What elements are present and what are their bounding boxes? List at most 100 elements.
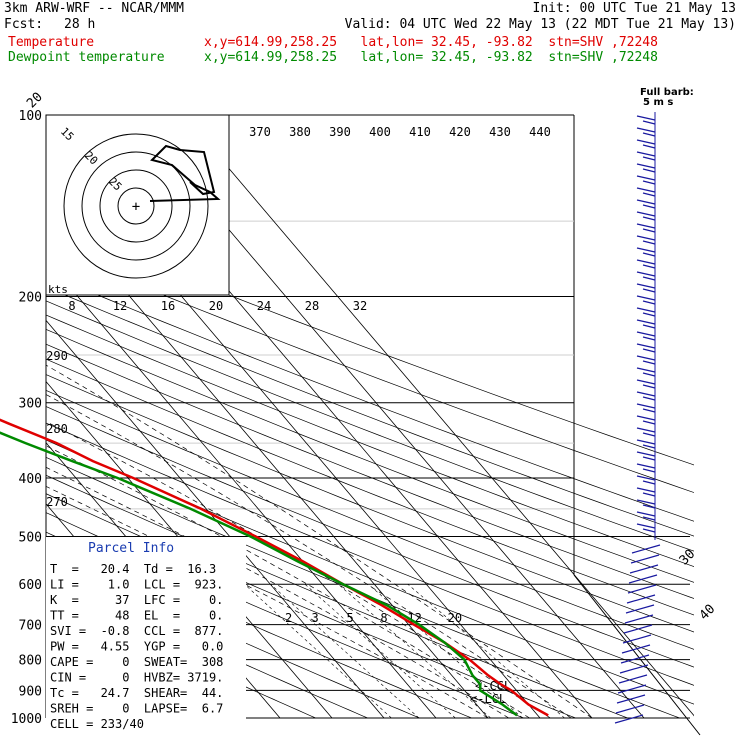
wind-barb (627, 584, 657, 594)
wind-barb (642, 516, 656, 521)
hodograph-unit: kts (48, 283, 68, 296)
wind-barb (636, 259, 656, 265)
wind-barb (636, 223, 656, 229)
ccl-marker: <-CCL (475, 679, 511, 693)
wind-barb (636, 235, 656, 241)
wind-barb (636, 439, 656, 445)
wind-barb (642, 156, 656, 161)
mixing-ratio-line (338, 583, 491, 718)
wind-barb (642, 456, 656, 461)
pressure-tick-label: 1000 (11, 712, 42, 727)
wind-barb (642, 408, 656, 413)
wind-barb (642, 276, 656, 281)
wind-barb (642, 360, 656, 365)
pressure-tick-label: 200 (19, 291, 42, 306)
mixing-ratio-label: 20 (448, 611, 462, 625)
wind-barb (624, 614, 654, 624)
moist-adiabat (46, 394, 572, 718)
dry-adiabat (46, 273, 694, 522)
dry-adiabat (46, 300, 694, 552)
speed-tick-label: 24 (257, 299, 271, 313)
temperature-location: x,y=614.99,258.25 lat,lon= 32.45, -93.82… (204, 35, 658, 50)
wind-barb (625, 604, 655, 614)
wind-barb (642, 372, 656, 377)
dry-adiabat (46, 246, 694, 493)
dry-adiabat (46, 389, 694, 650)
parcel-info-row: TT = 48 EL = 0. (50, 609, 223, 623)
wind-barb (622, 634, 652, 644)
moist-adiabat (46, 364, 593, 718)
wind-barb (636, 511, 656, 517)
wind-barb (642, 144, 656, 149)
wind-barb (642, 288, 656, 293)
isotherm-line (46, 258, 437, 718)
hodograph-center: + (132, 199, 140, 215)
wind-barb (636, 211, 656, 217)
moist-adiabat (46, 466, 509, 718)
moist-adiabat (46, 486, 489, 718)
wind-barb (642, 180, 656, 185)
dry-adiabat (46, 439, 694, 705)
wind-barb (630, 554, 660, 564)
wind-barb (642, 264, 656, 269)
parcel-info-row: T = 20.4 Td = 16.3 (50, 562, 216, 576)
wind-barbs (614, 112, 661, 724)
pressure-tick-label: 100 (19, 109, 42, 124)
wind-barb (642, 312, 656, 317)
dewpoint-location: x,y=614.99,258.25 lat,lon= 32.45, -93.82… (204, 50, 658, 65)
wind-barb (642, 444, 656, 449)
wind-barb (636, 391, 656, 397)
hodograph-ring (63, 133, 209, 279)
wind-barb (642, 132, 656, 137)
wind-barb (636, 163, 656, 169)
mixing-ratio-label: 3 (312, 611, 319, 625)
parcel-info-row: CIN = 0 HVBZ= 3719. (50, 671, 223, 685)
isotherm-line (0, 115, 20, 718)
theta-label: 370 (249, 125, 271, 139)
wind-barb (621, 644, 651, 654)
theta-label: 400 (369, 125, 391, 139)
speed-tick-label: 32 (353, 299, 367, 313)
wind-barb (636, 415, 656, 421)
dry-adiabat (46, 456, 681, 718)
init-time: Init: 00 UTC Tue 21 May 13 (532, 1, 737, 16)
wind-barb (615, 704, 645, 714)
wind-barb (636, 283, 656, 289)
wind-barb (642, 348, 656, 353)
wind-barb (636, 199, 656, 205)
mixing-ratio-label: 8 (380, 611, 387, 625)
wind-barb (636, 247, 656, 253)
wind-barb (636, 451, 656, 457)
wind-barb (619, 664, 649, 674)
wind-barb (642, 420, 656, 425)
wind-barb (636, 427, 656, 433)
speed-tick-label: 28 (305, 299, 319, 313)
wind-barb (636, 463, 656, 469)
hodograph-box (45, 114, 230, 296)
wind-barb (620, 654, 650, 664)
temperature-profile (0, 418, 549, 717)
wind-barb (636, 175, 656, 181)
dry-adiabat (46, 422, 694, 686)
dry-adiabat (46, 406, 694, 668)
theta-label: 420 (449, 125, 471, 139)
pressure-tick-label: 400 (19, 472, 42, 487)
wind-barb (636, 139, 656, 145)
mixing-ratio-label: 5 (347, 611, 354, 625)
wind-barb (642, 528, 656, 533)
barb-legend-label: Full barb: (640, 87, 694, 98)
parcel-info-row: SREH = 0 LAPSE= 6.7 (50, 702, 223, 716)
wind-barb (636, 115, 656, 121)
frame-lower-right (573, 574, 701, 736)
isotherm-line (183, 115, 694, 717)
wind-barb (636, 151, 656, 157)
theta-label: 380 (289, 125, 311, 139)
wind-barb (636, 487, 656, 493)
pressure-tick-label: 600 (19, 578, 42, 593)
dry-adiabat (46, 358, 694, 616)
model-title: 3km ARW-WRF -- NCAR/MMM (4, 1, 185, 16)
theta-label: 440 (529, 125, 551, 139)
wind-barb (636, 295, 656, 301)
wind-barb (642, 228, 656, 233)
